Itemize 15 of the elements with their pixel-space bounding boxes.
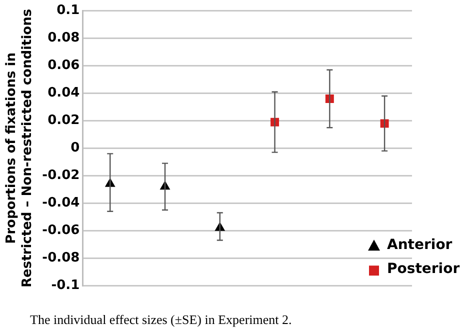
y-axis-title: Proportions of fixations in Restricted – Non-restricted conditions	[4, 8, 35, 288]
y-tick-label: 0.08	[48, 30, 80, 46]
y-tick-label: 0.02	[48, 113, 80, 128]
y-tick-label: 0.06	[48, 58, 80, 74]
y-tick-label: 0.1	[56, 3, 80, 18]
legend-label: Posterior	[387, 261, 460, 278]
y-tick-label: 0.04	[48, 86, 80, 101]
y-tick-label: -0.08	[42, 250, 80, 266]
legend-label: Anterior	[387, 237, 452, 254]
y-tick-label: -0.04	[42, 196, 80, 211]
y-tick-label: -0.02	[42, 168, 80, 184]
text: The individual effect sizes (±SE) in Experiment 2.	[29, 312, 293, 328]
y-tick-label: -0.1	[51, 278, 80, 293]
y-tick-label: -0.06	[42, 223, 80, 238]
y-tick-label: 0	[70, 140, 80, 156]
